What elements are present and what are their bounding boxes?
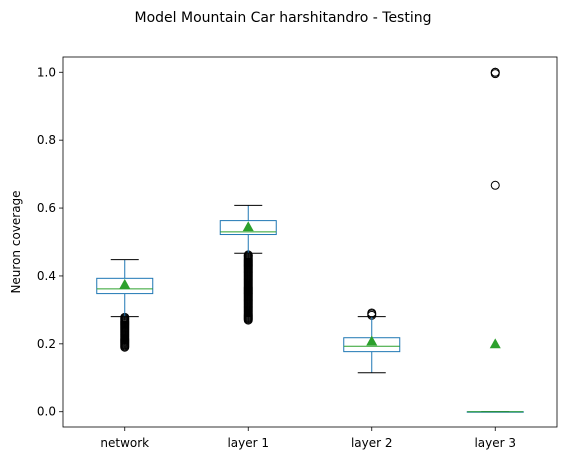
outlier-point [490, 67, 500, 77]
x-axis: network layer 1 layer 2 layer 3 [100, 427, 516, 450]
y-tick-label: 0.0 [37, 405, 56, 419]
mean-marker [489, 338, 501, 349]
y-tick-label: 0.2 [37, 337, 56, 351]
y-axis-label: Neuron coverage [9, 190, 23, 293]
x-tick-label: layer 1 [227, 436, 269, 450]
mean-marker [242, 221, 254, 232]
y-tick-label: 1.0 [37, 65, 56, 79]
x-tick-label: layer 2 [351, 436, 393, 450]
y-tick-label: 0.4 [37, 269, 56, 283]
box-group-network [96, 259, 154, 352]
mean-marker [366, 335, 378, 346]
outlier-point [490, 180, 500, 190]
box-group-layer-1 [219, 204, 277, 325]
box-group-layer-2 [343, 308, 401, 374]
y-tick-label: 0.6 [37, 201, 56, 215]
plot-area [96, 67, 524, 413]
x-tick-label: network [100, 436, 149, 450]
chart-title: Model Mountain Car harshitandro - Testin… [135, 10, 432, 26]
iqr-box [219, 220, 277, 236]
x-tick-label: layer 3 [474, 436, 516, 450]
y-axis: 0.0 0.2 0.4 0.6 0.8 1.0 [37, 65, 63, 419]
box-group-layer-3 [466, 67, 524, 413]
y-tick-label: 0.8 [37, 133, 56, 147]
iqr-box [96, 277, 154, 295]
axes-frame [62, 56, 558, 428]
mean-marker [119, 278, 131, 289]
